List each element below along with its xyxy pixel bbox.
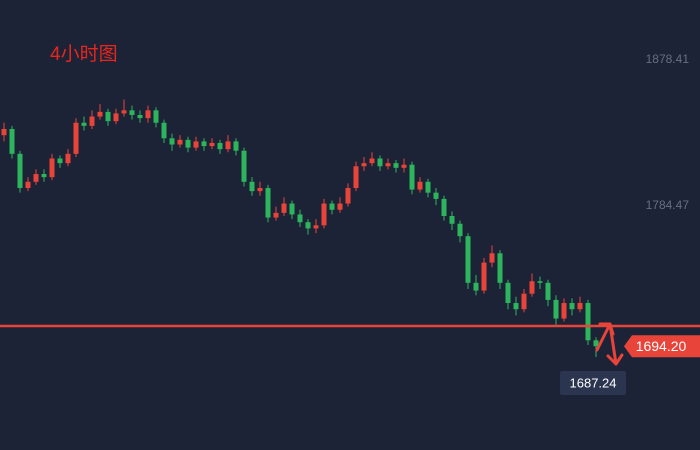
candle-body: [537, 281, 543, 283]
candle-body: [361, 163, 367, 167]
candle-body: [297, 214, 303, 223]
candle-body: [353, 166, 359, 189]
candle-body: [377, 158, 383, 167]
candle-body: [89, 116, 95, 126]
candle-body: [305, 222, 311, 229]
candle-body: [25, 181, 31, 189]
candle-body: [217, 142, 223, 150]
candle-body: [289, 203, 295, 215]
candle-body: [369, 158, 375, 164]
low-label-box: [560, 371, 626, 396]
candle-body: [521, 293, 527, 310]
candle-body: [33, 174, 39, 182]
candle-body: [585, 303, 591, 341]
candle-body: [481, 262, 487, 291]
candle-body: [121, 110, 127, 114]
candle-body: [337, 203, 343, 210]
candle-body: [201, 141, 207, 147]
chart-title: 4小时图: [50, 43, 118, 65]
candle-body: [153, 110, 159, 123]
candle-body: [41, 174, 47, 178]
candle-body: [345, 188, 351, 204]
candle-body: [113, 113, 119, 122]
candle-body: [313, 225, 319, 229]
low-label: 1687.24: [570, 375, 617, 390]
candle-body: [433, 192, 439, 199]
candle-body: [505, 282, 511, 304]
arrow-down: [608, 322, 618, 366]
candle-body: [97, 111, 103, 117]
candle-body: [9, 128, 15, 154]
candle-body: [329, 203, 335, 210]
arrow: [595, 322, 624, 366]
candle-body: [177, 139, 183, 145]
candle-body: [169, 138, 175, 145]
candle-body: [497, 253, 503, 283]
candle-body: [489, 253, 495, 263]
candle-body: [225, 141, 231, 150]
candle-body: [65, 153, 71, 164]
candle-body: [577, 303, 583, 310]
y-tick-label: 1784.47: [646, 198, 690, 212]
candle-body: [105, 111, 111, 122]
candle-body: [273, 212, 279, 218]
candle-body: [393, 163, 399, 168]
candle-body: [17, 153, 23, 189]
candle-body: [529, 281, 535, 294]
candle-body: [193, 141, 199, 148]
candle-body: [545, 282, 551, 300]
y-tick-label: 1878.41: [646, 52, 690, 66]
price-tag-label: 1694.20: [636, 338, 687, 354]
candle-body: [249, 181, 255, 192]
candle-body: [137, 114, 143, 119]
candle-body: [513, 303, 519, 310]
candle-body: [129, 110, 135, 115]
candle-body: [49, 158, 55, 178]
candle-body: [161, 122, 167, 139]
candle-body: [145, 110, 151, 119]
candle-body: [257, 188, 263, 192]
price-tag: [624, 335, 700, 358]
candle-body: [465, 236, 471, 283]
candle-body: [593, 340, 599, 347]
candle-body: [57, 158, 63, 164]
candle-body: [185, 139, 191, 148]
candle-body: [73, 122, 79, 154]
arrow-up: [595, 322, 612, 352]
candle-body: [561, 303, 567, 319]
candle-body: [569, 303, 575, 310]
candle-body: [81, 122, 87, 126]
candle-body: [385, 163, 391, 167]
candle-body: [281, 203, 287, 213]
candle-body: [233, 141, 239, 151]
candle-body: [401, 164, 407, 168]
candle-body: [409, 164, 415, 190]
candle-body: [209, 142, 215, 147]
candle-body: [1, 128, 7, 136]
candle-body: [241, 150, 247, 182]
arrow-head: [606, 353, 624, 366]
candle-body: [449, 215, 455, 224]
candle-body: [425, 181, 431, 193]
candle-body: [417, 181, 423, 190]
candle-body: [473, 282, 479, 291]
candle-body: [457, 223, 463, 237]
candle-body: [321, 203, 327, 226]
candle-body: [553, 299, 559, 319]
candle-body: [265, 188, 271, 218]
candle-body: [441, 198, 447, 216]
